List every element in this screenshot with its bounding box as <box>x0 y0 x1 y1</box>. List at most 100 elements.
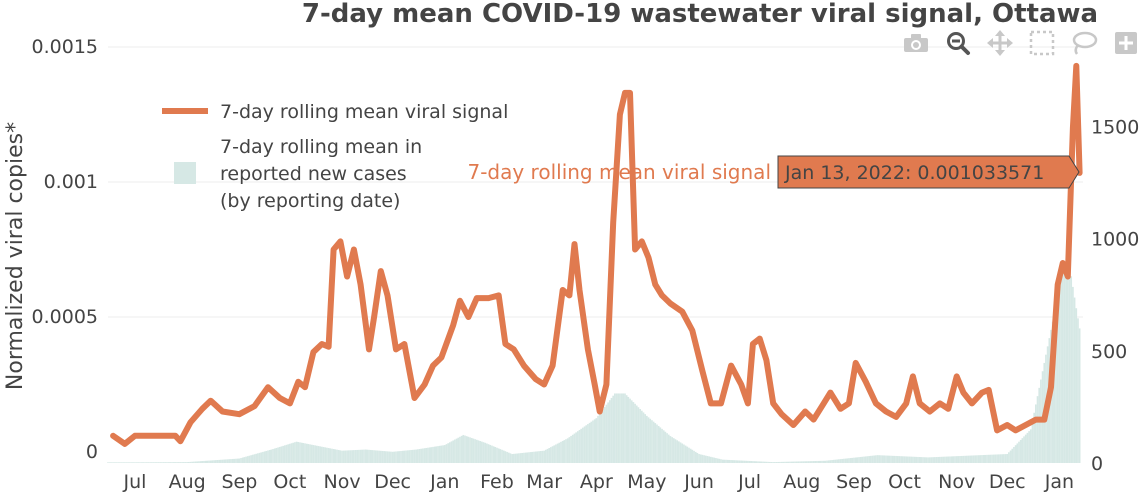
x-tick-label: Feb <box>480 471 514 493</box>
cases-bar <box>666 433 668 463</box>
cases-bar <box>270 449 273 463</box>
cases-bar <box>656 424 658 463</box>
cases-bar <box>694 451 697 463</box>
zoom-in-button[interactable] <box>1109 28 1143 58</box>
cases-bar <box>849 458 852 463</box>
cases-bar <box>560 441 562 463</box>
box-select-button[interactable] <box>1025 28 1059 58</box>
cases-bar <box>351 450 354 463</box>
cases-bar <box>880 455 882 463</box>
camera-button[interactable] <box>899 28 933 58</box>
cases-bar <box>430 447 433 463</box>
x-tick-label: Jan <box>429 471 459 493</box>
cases-bar <box>251 454 254 463</box>
cases-bar <box>450 441 453 463</box>
cases-bar <box>487 444 490 463</box>
cases-bar <box>669 436 672 463</box>
cases-bar <box>691 449 694 463</box>
cases-bar <box>895 455 897 463</box>
cases-bar <box>898 456 901 463</box>
cases-bar <box>603 406 606 463</box>
cases-bar <box>1077 318 1079 463</box>
cases-bar <box>1004 454 1007 463</box>
y-tick-label: 0.001 <box>44 171 98 193</box>
cases-bar <box>984 454 987 463</box>
cases-bar <box>482 442 485 463</box>
x-tick-label: Mar <box>526 471 562 493</box>
cases-bar <box>233 458 236 463</box>
pan-button[interactable] <box>983 28 1017 58</box>
cases-bar <box>191 461 194 463</box>
cases-bar <box>678 441 680 463</box>
cases-bar <box>135 462 138 463</box>
cases-bar <box>512 453 515 463</box>
cases-bar <box>144 462 146 463</box>
cases-bar <box>1014 445 1017 463</box>
cases-bar <box>558 442 561 463</box>
cases-bar <box>361 449 364 463</box>
cases-bar <box>544 449 547 463</box>
cases-bar <box>602 409 604 463</box>
cases-bar <box>460 435 463 463</box>
cases-bar <box>881 455 884 463</box>
legend[interactable]: 7-day rolling mean viral signal 7-day ro… <box>162 101 508 212</box>
cases-bar <box>312 445 315 463</box>
cases-bar <box>605 404 608 463</box>
y2-axis-ticks: 0 500 1000 1500 <box>1091 117 1139 475</box>
cases-bar <box>181 462 183 463</box>
cases-bar <box>304 443 306 463</box>
cases-bar <box>598 413 601 463</box>
cases-bar <box>209 460 212 463</box>
cases-bar <box>171 462 173 463</box>
y-axis-ticks: 0 0.0005 0.001 0.0015 <box>32 36 98 463</box>
cases-bar <box>206 460 209 463</box>
cases-bar <box>118 462 121 463</box>
cases-bar <box>534 451 537 463</box>
cases-bar <box>501 449 503 463</box>
cases-bar <box>752 461 754 463</box>
cases-bar <box>575 432 577 463</box>
cases-bar <box>664 431 667 463</box>
cases-bar <box>955 456 958 463</box>
cases-bar <box>386 451 389 463</box>
zoom-button[interactable] <box>941 28 975 58</box>
cases-bar <box>896 456 899 463</box>
cases-bar <box>272 449 274 463</box>
cases-bar <box>772 462 774 463</box>
cases-bar <box>410 450 412 463</box>
cases-bar <box>246 456 249 463</box>
cases-bar <box>693 450 695 463</box>
cases-bar <box>479 440 481 463</box>
cases-bar <box>986 454 988 463</box>
cases-bar <box>782 461 785 463</box>
cases-bar <box>125 462 128 463</box>
cases-bar <box>454 439 456 463</box>
y2-tick-label: 500 <box>1091 341 1127 363</box>
cases-bar <box>474 439 476 463</box>
cases-bar <box>373 450 375 463</box>
legend-bar-swatch <box>174 162 196 184</box>
cases-bar <box>600 411 603 463</box>
cases-bar <box>617 393 620 463</box>
cases-bar <box>262 451 264 463</box>
cases-bar <box>319 446 322 463</box>
cases-bar <box>257 453 259 463</box>
cases-bar <box>356 449 359 463</box>
cases-bar <box>432 446 434 463</box>
cases-bar <box>129 462 131 463</box>
cases-bar <box>620 393 623 463</box>
cases-bar <box>683 444 685 463</box>
cases-bar <box>265 450 268 463</box>
cases-bar <box>1013 446 1015 463</box>
cases-bar <box>742 460 744 463</box>
cases-bar <box>725 459 727 463</box>
cases-bar <box>391 451 394 463</box>
lasso-select-button[interactable] <box>1067 28 1101 58</box>
cases-bar <box>974 455 977 463</box>
cases-bar <box>443 445 446 463</box>
cases-bar <box>997 454 1000 463</box>
cases-bar <box>258 452 261 463</box>
cases-bar <box>243 457 246 463</box>
y-tick-label: 0.0015 <box>32 36 98 58</box>
cases-bar <box>927 457 929 463</box>
